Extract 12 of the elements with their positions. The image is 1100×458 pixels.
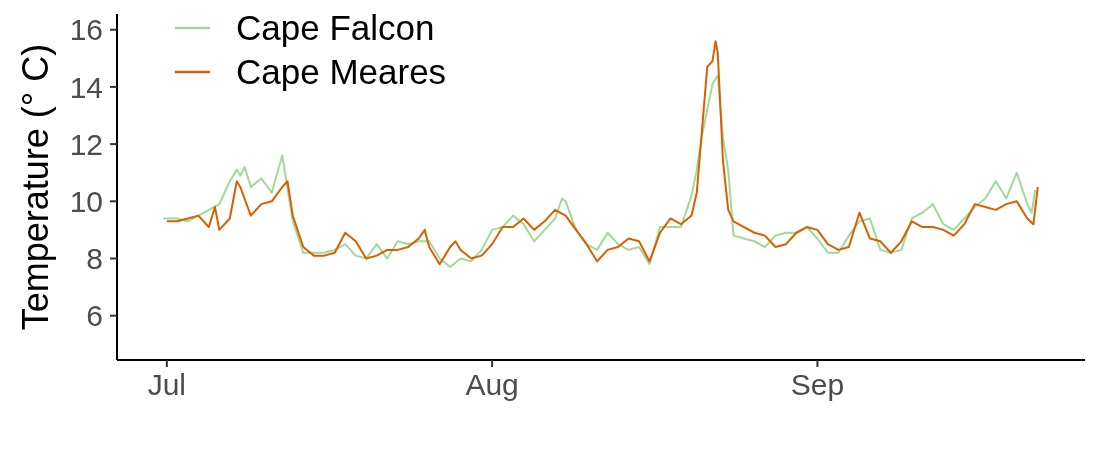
y-tick-label: 16 <box>69 13 103 47</box>
y-tick-label: 8 <box>86 242 103 276</box>
x-tick-label: Aug <box>465 368 519 402</box>
x-tick-label: Sep <box>790 368 845 402</box>
y-tick-label: 14 <box>69 70 103 104</box>
y-axis-title: Temperature (° C) <box>14 43 56 331</box>
y-tick-label: 10 <box>69 184 103 218</box>
legend-label: Cape Meares <box>236 52 447 92</box>
legend-label: Cape Falcon <box>236 8 435 48</box>
y-tick-label: 6 <box>86 299 103 333</box>
x-tick-label: Jul <box>147 368 187 402</box>
y-tick-label: 12 <box>69 127 103 161</box>
